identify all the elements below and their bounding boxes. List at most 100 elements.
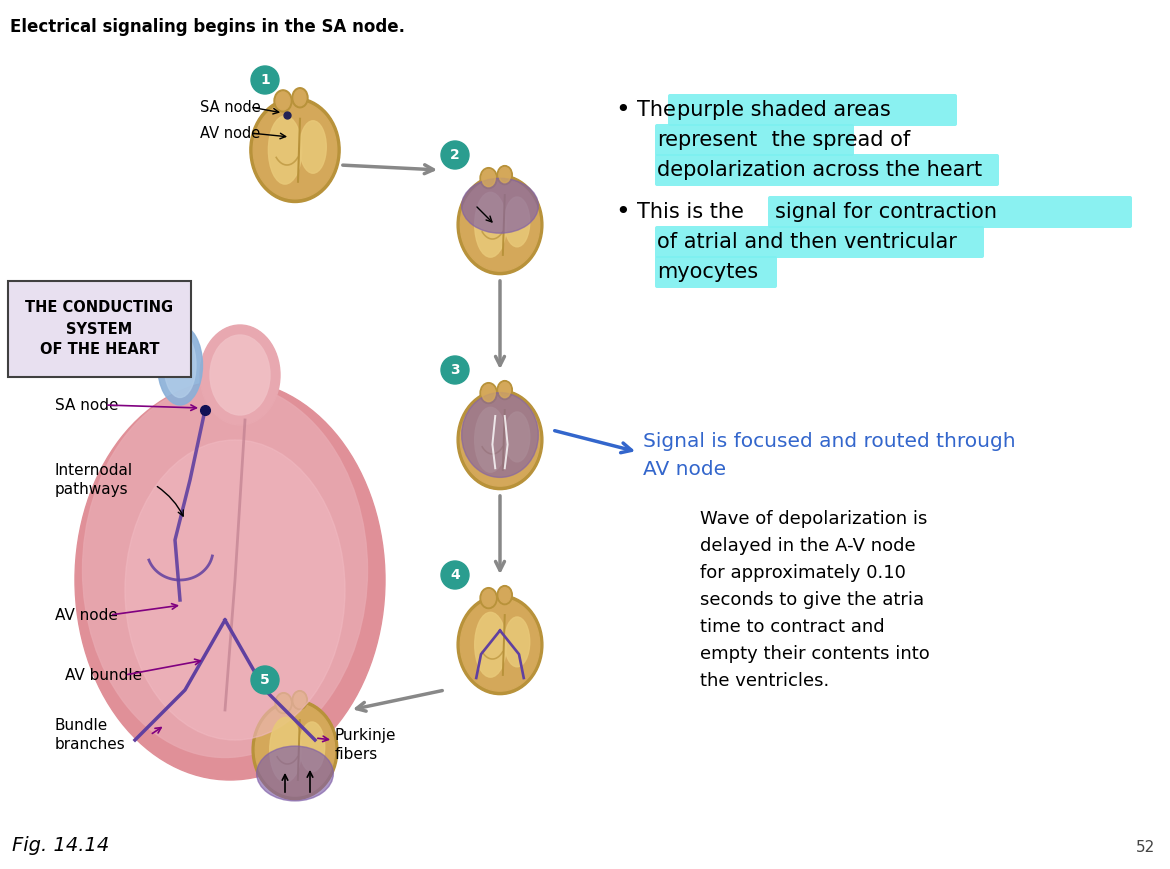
Ellipse shape	[275, 693, 292, 713]
FancyBboxPatch shape	[668, 94, 957, 126]
Text: for approximately 0.10: for approximately 0.10	[700, 564, 906, 582]
Text: The: The	[636, 100, 682, 120]
Ellipse shape	[253, 101, 337, 199]
Text: This is the: This is the	[636, 202, 750, 222]
Text: AV bundle: AV bundle	[66, 667, 142, 682]
Ellipse shape	[158, 325, 202, 405]
Ellipse shape	[500, 168, 510, 182]
Ellipse shape	[480, 587, 497, 608]
Text: Wave of depolarization is: Wave of depolarization is	[700, 510, 928, 528]
Circle shape	[441, 561, 469, 589]
Circle shape	[252, 666, 278, 694]
Ellipse shape	[497, 381, 512, 400]
Text: delayed in the A-V node: delayed in the A-V node	[700, 537, 916, 555]
Ellipse shape	[462, 178, 538, 233]
Text: Purkinje
fibers: Purkinje fibers	[335, 728, 397, 762]
Ellipse shape	[462, 393, 538, 477]
FancyBboxPatch shape	[8, 281, 191, 377]
Ellipse shape	[460, 178, 539, 271]
Ellipse shape	[276, 92, 290, 109]
Text: the ventricles.: the ventricles.	[700, 672, 830, 690]
Text: the spread of: the spread of	[765, 130, 910, 150]
Text: 4: 4	[450, 568, 460, 582]
Ellipse shape	[252, 700, 338, 799]
Ellipse shape	[270, 717, 302, 782]
Text: 52: 52	[1136, 840, 1155, 855]
Ellipse shape	[475, 613, 507, 677]
Text: signal for contraction: signal for contraction	[775, 202, 997, 222]
FancyBboxPatch shape	[655, 154, 999, 186]
Ellipse shape	[83, 382, 367, 758]
Ellipse shape	[482, 169, 495, 187]
Text: SA node: SA node	[55, 397, 118, 413]
Ellipse shape	[256, 746, 333, 801]
Text: Bundle
branches: Bundle branches	[55, 718, 125, 752]
Ellipse shape	[497, 166, 512, 184]
Ellipse shape	[200, 325, 280, 425]
Ellipse shape	[457, 595, 543, 694]
Ellipse shape	[500, 382, 510, 398]
Ellipse shape	[294, 90, 307, 106]
Ellipse shape	[500, 382, 510, 398]
Text: 1: 1	[260, 73, 270, 87]
Ellipse shape	[300, 121, 326, 173]
Ellipse shape	[209, 335, 270, 415]
Text: depolarization across the heart: depolarization across the heart	[658, 160, 982, 180]
Text: AV node: AV node	[55, 607, 118, 622]
FancyBboxPatch shape	[655, 226, 984, 258]
Text: seconds to give the atria: seconds to give the atria	[700, 591, 924, 609]
Ellipse shape	[475, 408, 507, 472]
Ellipse shape	[255, 703, 335, 796]
Ellipse shape	[75, 380, 385, 780]
Ellipse shape	[292, 88, 308, 108]
Text: THE CONDUCTING
SYSTEM
OF THE HEART: THE CONDUCTING SYSTEM OF THE HEART	[26, 301, 173, 357]
Ellipse shape	[457, 175, 543, 275]
Text: Internodal
pathways: Internodal pathways	[55, 463, 133, 497]
Ellipse shape	[480, 382, 497, 403]
Text: empty their contents into: empty their contents into	[700, 645, 930, 663]
Text: AV node: AV node	[644, 460, 727, 479]
Text: 5: 5	[260, 673, 270, 687]
Ellipse shape	[504, 197, 530, 247]
Ellipse shape	[250, 97, 340, 202]
FancyBboxPatch shape	[768, 196, 1133, 228]
Text: Electrical signaling begins in the SA node.: Electrical signaling begins in the SA no…	[11, 18, 405, 36]
Text: SA node: SA node	[200, 99, 261, 115]
Ellipse shape	[482, 385, 495, 401]
Text: AV node: AV node	[200, 125, 260, 141]
Ellipse shape	[277, 694, 290, 712]
Ellipse shape	[460, 599, 539, 691]
Text: Signal is focused and routed through: Signal is focused and routed through	[644, 432, 1016, 451]
Ellipse shape	[300, 722, 325, 772]
Text: purple shaded areas: purple shaded areas	[677, 100, 890, 120]
Ellipse shape	[292, 691, 308, 710]
Ellipse shape	[274, 90, 292, 112]
FancyBboxPatch shape	[655, 124, 854, 156]
Ellipse shape	[457, 390, 543, 489]
Ellipse shape	[482, 385, 495, 401]
Circle shape	[441, 356, 469, 384]
Ellipse shape	[504, 412, 530, 461]
Ellipse shape	[497, 586, 512, 605]
Ellipse shape	[475, 192, 507, 257]
Ellipse shape	[125, 440, 345, 740]
Ellipse shape	[500, 168, 510, 182]
Text: •: •	[615, 200, 629, 224]
Text: 2: 2	[450, 148, 460, 162]
Ellipse shape	[500, 587, 510, 603]
Circle shape	[441, 141, 469, 169]
Ellipse shape	[164, 333, 197, 397]
Circle shape	[252, 66, 278, 94]
Ellipse shape	[268, 116, 302, 184]
Ellipse shape	[460, 394, 539, 486]
Text: time to contract and: time to contract and	[700, 618, 885, 636]
Ellipse shape	[482, 169, 495, 187]
Text: myocytes: myocytes	[658, 262, 758, 282]
Ellipse shape	[504, 617, 530, 667]
Ellipse shape	[480, 168, 497, 189]
Text: •: •	[615, 98, 629, 122]
Ellipse shape	[482, 589, 495, 607]
Text: represent: represent	[658, 130, 757, 150]
Text: of atrial and then ventricular: of atrial and then ventricular	[658, 232, 957, 252]
FancyBboxPatch shape	[655, 256, 777, 288]
